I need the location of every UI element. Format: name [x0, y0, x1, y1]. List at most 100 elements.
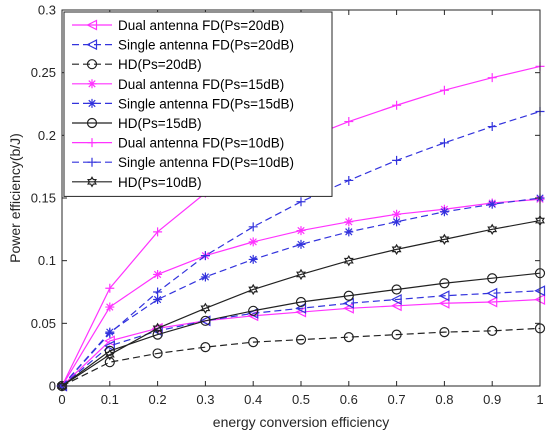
data-point	[248, 254, 258, 264]
x-tick-label: 0.1	[101, 392, 119, 407]
legend-item: Single antenna FD(Ps=15dB)	[72, 96, 294, 111]
data-point	[105, 283, 115, 293]
data-point	[487, 199, 497, 209]
data-point	[343, 254, 354, 267]
data-point	[200, 342, 211, 353]
data-point	[296, 226, 306, 236]
data-point	[296, 239, 306, 249]
data-point	[343, 332, 354, 343]
legend-marker	[87, 138, 97, 148]
data-point	[104, 348, 115, 361]
data-point	[487, 325, 498, 336]
y-tick-label: 0.2	[38, 128, 56, 143]
y-tick-label: 0.25	[31, 65, 56, 80]
data-point	[342, 297, 354, 309]
x-tick-label: 0.9	[483, 392, 501, 407]
data-point	[392, 100, 402, 110]
data-point	[439, 233, 450, 246]
y-tick-label: 0.1	[38, 253, 56, 268]
data-point	[295, 334, 307, 345]
data-point	[392, 217, 402, 227]
data-point	[103, 340, 115, 352]
legend-marker	[87, 79, 97, 89]
y-axis-label: Power efficiency(b/J)	[7, 133, 23, 263]
legend: Dual antenna FD(Ps=20dB) Single antenna F…	[63, 11, 333, 197]
data-point	[57, 380, 67, 392]
data-point	[248, 222, 258, 232]
legend-label: HD(Ps=15dB)	[118, 116, 202, 131]
legend-marker	[87, 157, 97, 167]
data-point	[438, 297, 450, 309]
data-point	[439, 138, 449, 148]
data-point	[104, 357, 115, 368]
series-line-5	[61, 197, 541, 387]
legend-marker	[87, 98, 97, 108]
data-point	[487, 73, 497, 83]
series-line-2	[61, 290, 541, 387]
legend-label: Single antenna FD(Ps=15dB)	[118, 96, 294, 111]
data-point	[248, 305, 259, 316]
data-point	[487, 273, 498, 284]
y-tick-label: 0	[49, 379, 56, 394]
legend-item: HD(Ps=15dB)	[72, 116, 202, 131]
data-point	[344, 117, 354, 127]
data-point	[248, 283, 259, 296]
y-tick-label: 0.05	[31, 316, 56, 331]
data-point	[248, 237, 258, 247]
legend-marker	[86, 19, 98, 31]
legend-marker	[87, 176, 97, 188]
legend-marker	[86, 39, 98, 51]
data-point	[152, 348, 163, 359]
legend-item: Single antenna FD(Ps=20dB)	[72, 38, 294, 53]
data-point	[153, 295, 163, 305]
data-point	[344, 227, 354, 237]
x-tick-label: 0.8	[435, 392, 453, 407]
data-point	[153, 269, 163, 279]
data-point	[344, 217, 354, 227]
x-tick-label: 1	[536, 392, 543, 407]
series-8	[57, 107, 545, 391]
data-point	[392, 209, 402, 219]
data-point	[486, 296, 498, 308]
series-line-9	[61, 219, 541, 387]
legend-label: Single antenna FD(Ps=20dB)	[118, 38, 294, 53]
legend-item: Dual antenna FD(Ps=10dB)	[72, 136, 284, 151]
legend-label: HD(Ps=10dB)	[118, 175, 202, 190]
legend-marker	[86, 59, 98, 70]
data-point	[391, 329, 402, 340]
series-line-1	[61, 298, 541, 387]
x-tick-label: 0.2	[149, 392, 167, 407]
data-point	[296, 268, 306, 281]
data-point	[439, 278, 450, 289]
data-point	[439, 207, 449, 217]
data-point	[200, 251, 210, 261]
series-line-8	[61, 110, 541, 387]
series-line-6	[61, 272, 541, 387]
legend-item: HD(Ps=20dB)	[72, 57, 202, 72]
data-point	[390, 294, 402, 305]
data-point	[391, 243, 402, 256]
legend-box	[63, 11, 333, 197]
data-point	[104, 345, 115, 357]
legend-label: HD(Ps=20dB)	[118, 57, 202, 72]
legend-item: Dual antenna FD(Ps=15dB)	[72, 77, 284, 92]
series-9	[57, 214, 545, 392]
data-point	[152, 329, 163, 340]
data-point	[343, 290, 354, 301]
legend-label: Dual antenna FD(Ps=10dB)	[118, 136, 284, 151]
data-point	[200, 272, 210, 282]
x-axis-label: energy conversion efficiency	[213, 414, 389, 430]
y-tick-label: 0.15	[31, 191, 56, 206]
data-point	[248, 337, 259, 348]
legend-item: HD(Ps=10dB)	[72, 175, 202, 190]
data-point	[344, 175, 354, 185]
series-layer	[56, 61, 546, 392]
data-point	[392, 155, 402, 165]
data-point	[153, 227, 163, 237]
data-point	[200, 302, 211, 314]
x-tick-label: 0.4	[244, 392, 262, 407]
x-tick-label: 0.6	[340, 392, 358, 407]
data-point	[487, 223, 498, 236]
series-line-3	[61, 327, 541, 387]
